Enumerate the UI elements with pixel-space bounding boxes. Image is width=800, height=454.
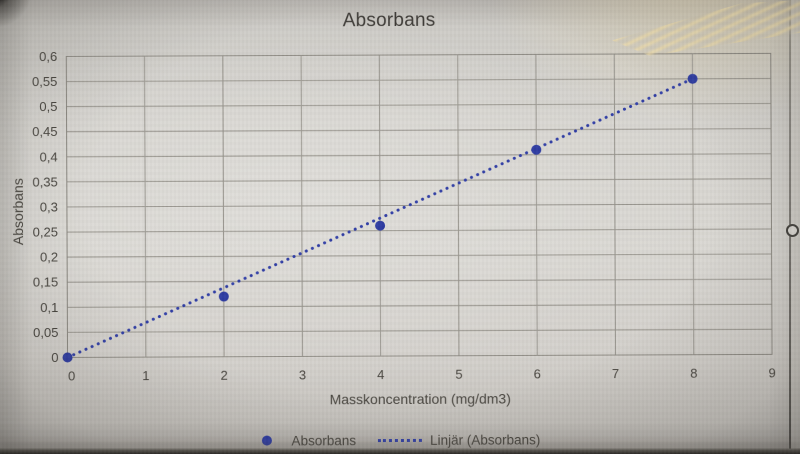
v-gridline [535, 54, 538, 356]
y-tick-label[interactable]: 0,1 [40, 300, 58, 315]
h-gridline [66, 203, 772, 208]
h-gridline [66, 128, 772, 133]
legend-dotted-line-icon [378, 438, 423, 442]
x-tick-label[interactable]: 7 [612, 366, 619, 381]
h-gridline [67, 253, 772, 258]
h-gridline [67, 278, 772, 283]
y-tick-label[interactable]: 0,45 [32, 124, 57, 139]
y-tick-label[interactable]: 0,55 [32, 74, 57, 89]
y-tick-label[interactable]: 0 [51, 350, 58, 365]
x-tick-label[interactable]: 6 [534, 366, 541, 381]
h-gridline [66, 77, 771, 83]
v-gridline [222, 55, 225, 357]
legend-item-linjar[interactable]: Linjär (Absorbans) [378, 432, 540, 448]
plot-border [65, 52, 773, 358]
y-tick-label[interactable]: 0,2 [40, 250, 58, 265]
x-tick-label[interactable]: 5 [455, 367, 462, 382]
y-tick-label[interactable]: 0,05 [33, 325, 58, 340]
v-gridline [300, 55, 303, 357]
h-gridline [67, 303, 772, 308]
x-tick-label[interactable]: 4 [377, 367, 384, 382]
photo-corner-shadow [0, 0, 80, 40]
data-point[interactable] [687, 73, 698, 84]
y-tick-label[interactable]: 0,6 [39, 49, 57, 64]
x-tick-label[interactable]: 8 [690, 366, 697, 381]
data-point[interactable] [375, 220, 386, 231]
x-tick-label[interactable]: 9 [768, 365, 775, 380]
legend-item-absorbans[interactable]: Absorbans [261, 433, 356, 448]
y-tick-label[interactable]: 0,5 [39, 99, 57, 114]
x-tick-label[interactable]: 2 [221, 368, 228, 383]
h-gridline [67, 228, 772, 233]
x-tick-label[interactable]: 1 [142, 368, 149, 383]
x-tick-label[interactable]: 3 [299, 367, 306, 382]
h-gridline [66, 103, 771, 108]
v-gridline [613, 54, 617, 356]
v-gridline [457, 54, 460, 356]
y-tick-label[interactable]: 0,35 [32, 174, 57, 189]
y-tick-label[interactable]: 0,4 [40, 149, 58, 164]
legend-label-linjar: Linjär (Absorbans) [430, 431, 541, 448]
x-tick-label[interactable]: 0 [68, 368, 75, 383]
h-gridline [66, 178, 772, 183]
legend-label-absorbans: Absorbans [291, 432, 357, 448]
trendline[interactable] [66, 77, 695, 359]
legend-dot-marker-icon [261, 435, 272, 446]
photo-bottom-edge [0, 448, 800, 454]
v-gridline [144, 56, 147, 358]
chart-resize-handle[interactable] [786, 224, 799, 237]
h-gridline [66, 153, 772, 158]
y-tick-label[interactable]: 0,15 [33, 275, 58, 290]
v-gridline [691, 53, 695, 355]
data-point[interactable] [531, 144, 542, 155]
x-axis-title[interactable]: Masskoncentration (mg/dm3) [329, 390, 511, 408]
y-tick-label[interactable]: 0,25 [33, 225, 58, 240]
v-gridline [378, 55, 382, 357]
h-gridline [67, 328, 772, 333]
data-point[interactable] [62, 352, 73, 363]
y-tick-label[interactable]: 0,3 [40, 199, 58, 214]
data-point[interactable] [218, 291, 229, 302]
